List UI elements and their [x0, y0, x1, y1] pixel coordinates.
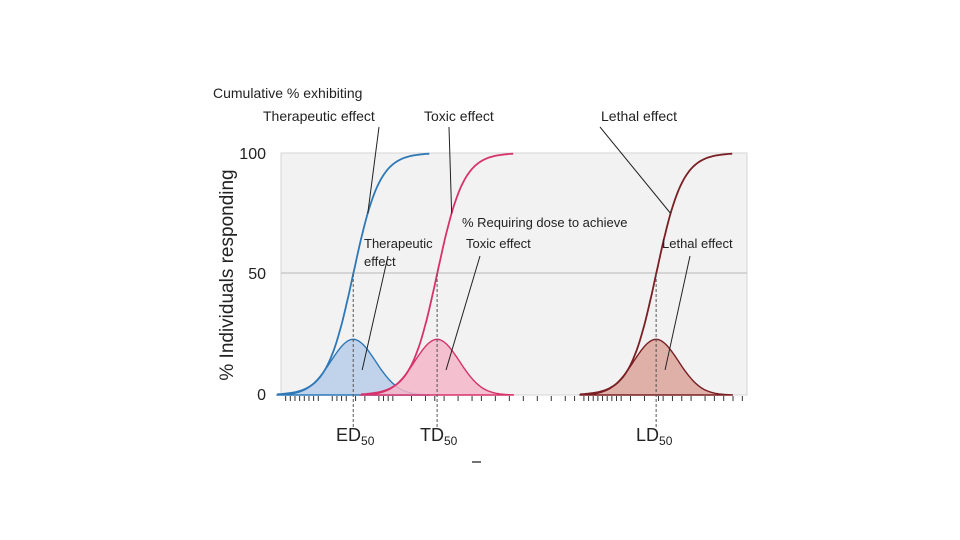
distribution-label-therapeutic-2: effect	[364, 254, 396, 269]
leader-distribution-toxic	[445, 255, 481, 371]
leader-distribution-therapeutic	[361, 255, 389, 371]
distribution-label-toxic: Toxic effect	[466, 236, 531, 251]
marker-label-ed50-sub: 50	[361, 434, 375, 448]
marker-label-ld50-sub: 50	[659, 434, 673, 448]
marker-label-ed50-main: ED	[336, 425, 361, 445]
marker-label-ed50: ED50	[336, 425, 375, 448]
distribution-label-therapeutic-1: Therapeutic	[364, 236, 433, 251]
leader-distribution-lethal	[664, 255, 691, 371]
y-tick-label-100: 100	[239, 146, 266, 163]
marker-label-ld50-main: LD	[636, 425, 659, 445]
cumulative-label-therapeutic: Therapeutic effect	[263, 108, 375, 124]
distribution-label-lethal: Lethal effect	[662, 236, 733, 251]
chart-title: Cumulative % exhibiting	[213, 85, 362, 101]
cumulative-label-toxic: Toxic effect	[424, 108, 494, 124]
y-tick-label-50: 50	[248, 266, 266, 283]
cumulative-label-lethal: Lethal effect	[601, 108, 677, 124]
y-tick-label-0: 0	[257, 387, 266, 404]
leader-cumulative-toxic	[448, 126, 453, 214]
marker-label-ld50: LD50	[636, 425, 673, 448]
leader-cumulative-lethal	[599, 126, 672, 214]
marker-label-td50-sub: 50	[444, 434, 458, 448]
marker-label-td50-main: TD	[420, 425, 444, 445]
marker-label-td50: TD50	[420, 425, 458, 448]
y-axis-label: % Individuals responding	[217, 169, 238, 380]
distribution-caption: % Requiring dose to achieve	[462, 215, 628, 230]
leader-cumulative-therapeutic	[367, 126, 380, 214]
